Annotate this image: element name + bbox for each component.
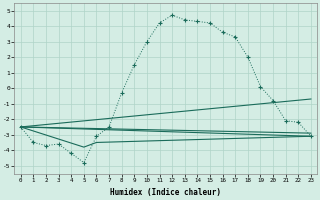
X-axis label: Humidex (Indice chaleur): Humidex (Indice chaleur) <box>110 188 221 197</box>
